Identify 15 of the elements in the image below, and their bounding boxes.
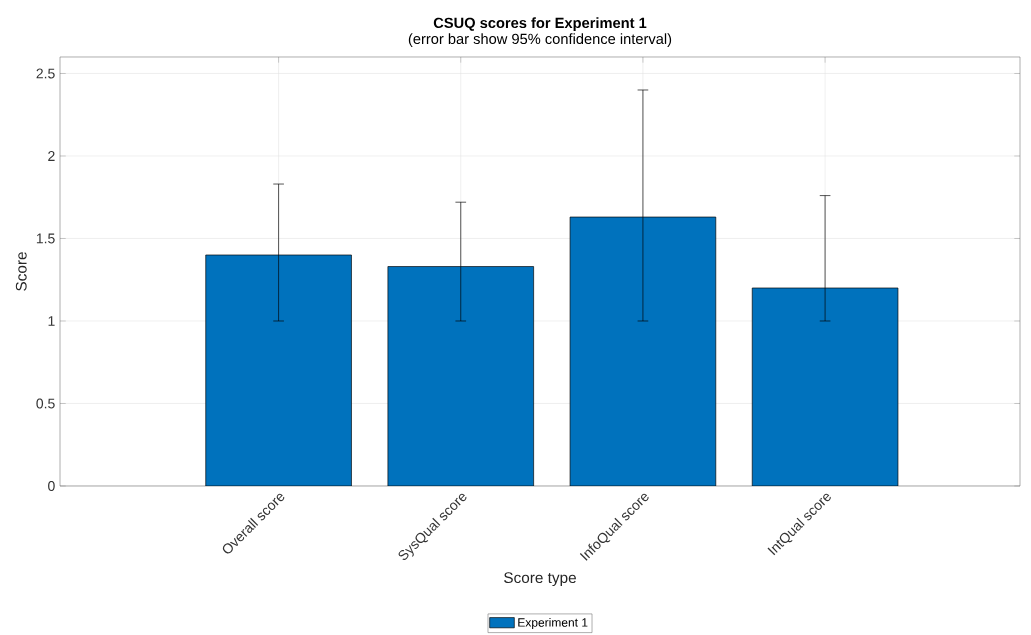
- y-tick-label: 2.5: [36, 68, 55, 79]
- y-axis-title: Score: [15, 252, 27, 291]
- y-tick-label: 0.5: [36, 398, 55, 409]
- y-tick-label: 0: [48, 481, 55, 491]
- bar: [205, 254, 352, 486]
- y-tick-label: 2: [48, 151, 55, 161]
- bar: [387, 266, 534, 486]
- y-tick-label: 1.5: [36, 233, 55, 244]
- legend-label: Experiment 1: [518, 617, 588, 630]
- bar: [570, 217, 716, 486]
- chart-subtitle: (error bar show 95% confidence interval): [408, 33, 672, 47]
- x-axis-title: Score type: [504, 572, 576, 587]
- y-tick-label: 1: [48, 316, 55, 326]
- chart-title: CSUQ scores for Experiment 1: [433, 17, 647, 31]
- bar: [751, 287, 899, 486]
